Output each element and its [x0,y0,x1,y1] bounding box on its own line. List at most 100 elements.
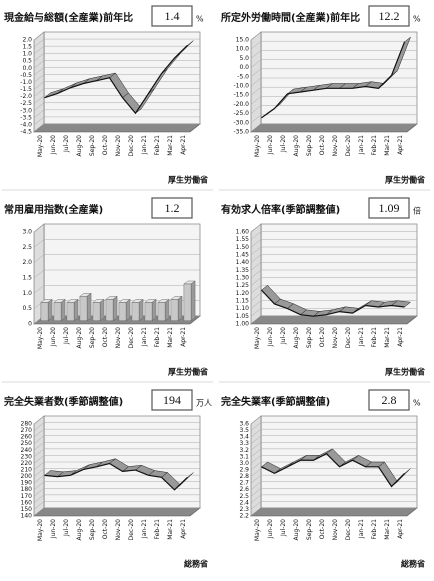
grid-line-side [250,448,262,458]
bar-side [125,298,131,322]
grid-line-side [33,95,45,104]
y-tick-label: 170 [21,493,33,500]
y-tick-label: 1.0 [22,51,32,58]
y-tick-label: -10.0 [233,83,249,90]
grid-line-side [250,114,262,123]
chart-title: 所定外労働時間(全産業)前年比 [221,11,360,24]
x-tick-label: Oct-20 [319,135,326,155]
floor [33,123,201,133]
y-tick-label: 190 [21,480,33,487]
y-tick-label: 3.1 [239,453,249,460]
bar [157,302,166,321]
bar-side [60,298,66,322]
grid-line-side [250,87,262,96]
grid-line-side [250,415,262,425]
grid-line-side [33,53,45,62]
y-tick-label: 1.5 [22,44,32,51]
y-tick-label: 3.6 [239,421,249,428]
grid-line-side [33,415,45,425]
x-tick-label: Feb-21 [154,327,161,348]
y-tick-label: 140 [21,513,33,520]
x-tick-label: Apr-21 [397,135,404,155]
grid-line-side [33,448,45,458]
y-tick-label: 2.3 [239,506,249,513]
x-tick-label: Jun-20 [267,519,274,539]
y-tick-label: 1.30 [236,275,250,282]
bar [183,283,192,321]
bar-side [151,298,157,322]
x-tick-label: Jun-20 [50,327,57,347]
chart-title: 現金給与総額(全産業)前年比 [4,11,133,24]
grid-line-side [250,59,262,68]
y-tick-label: 1.60 [236,229,250,236]
chart-panel: 完全失業者数(季節調整値) 194 万人総務省1401501601701801902… [4,389,212,569]
grid-line-side [250,31,262,41]
chart-title: 完全失業率(季節調整値) [221,395,330,408]
x-tick-label: Aug-20 [293,135,300,157]
grid-line-side [250,435,262,444]
line [261,41,406,119]
y-tick-label: 2.4 [239,499,249,506]
x-tick-label: Mar-21 [384,519,391,540]
bar [170,299,179,322]
x-tick-label: Sep-20 [306,327,313,348]
y-tick-label: 1.00 [236,321,250,328]
y-tick-label: 3.0 [239,460,249,467]
y-tick-label: 210 [21,467,33,474]
y-tick-label: -1.5 [20,86,32,93]
unit: % [413,15,421,24]
x-tick-label: Sep-20 [89,135,96,156]
x-tick-label: Aug-20 [293,327,300,349]
grid-line-side [33,481,45,490]
x-tick-label: May-20 [37,327,44,349]
x-tick-label: Mar-21 [167,135,174,156]
y-tick-label: 150 [21,506,33,513]
chart-title: 常用雇用指数(全産業) [4,203,103,216]
latest-value: 1.2 [165,201,180,215]
x-tick-label: Jan-21 [358,519,365,539]
y-tick-label: 280 [21,421,33,428]
source: 総務省 [401,559,425,569]
grid-line-side [250,507,262,517]
source: 総務省 [184,559,208,569]
y-tick-label: 2.7 [239,480,249,487]
grid-line-side [33,31,45,41]
chart-panel: 常用雇用指数(全産業) 1.2 厚生労働省 0 0.5 1.0 1.5 2.0 2.5 3.0 Ma… [2,197,213,383]
y-tick-label: 1.5 [22,275,32,282]
source: 厚生労働省 [168,367,208,377]
x-tick-label: Feb-21 [371,519,378,540]
x-tick-label: Feb-21 [371,327,378,348]
y-tick-label: -25.0 [233,110,249,117]
x-tick-label: Feb-21 [154,519,161,540]
x-tick-label: Aug-20 [293,519,300,541]
bar [66,302,75,321]
grid-line-side [250,96,262,105]
x-tick-label: Mar-21 [384,327,391,348]
y-tick-label: 260 [21,434,33,441]
grid-line-side [250,262,262,271]
y-tick-label: -5.0 [237,73,249,80]
x-tick-label: Apr-21 [397,327,404,347]
bar-side [86,292,92,322]
x-tick-label: Jun-20 [267,327,274,347]
grid-line-side [33,468,45,477]
y-tick-label: 240 [21,447,33,454]
bar-side [138,298,144,322]
grid-line-side [250,239,262,248]
y-tick-label: -2.5 [20,100,32,107]
grid-line-side [33,269,45,279]
x-tick-label: Nov-20 [332,135,339,157]
x-tick-label: Oct-20 [102,519,109,539]
x-tick-label: Jan-21 [141,519,148,539]
unit: 倍 [413,206,421,216]
x-tick-label: Jun-20 [50,519,57,539]
x-tick-label: Oct-20 [319,327,326,347]
grid-line-side [250,246,262,256]
grid-line-side [33,428,45,438]
grid-line-side [250,461,262,471]
x-tick-label: Mar-21 [167,519,174,540]
y-tick-label: 3.0 [22,229,32,236]
y-tick-label: -20.0 [233,101,249,108]
chart-panel: 完全失業率(季節調整値) 2.8 %総務省2.22.32.42.52.62.72.8… [221,389,425,569]
